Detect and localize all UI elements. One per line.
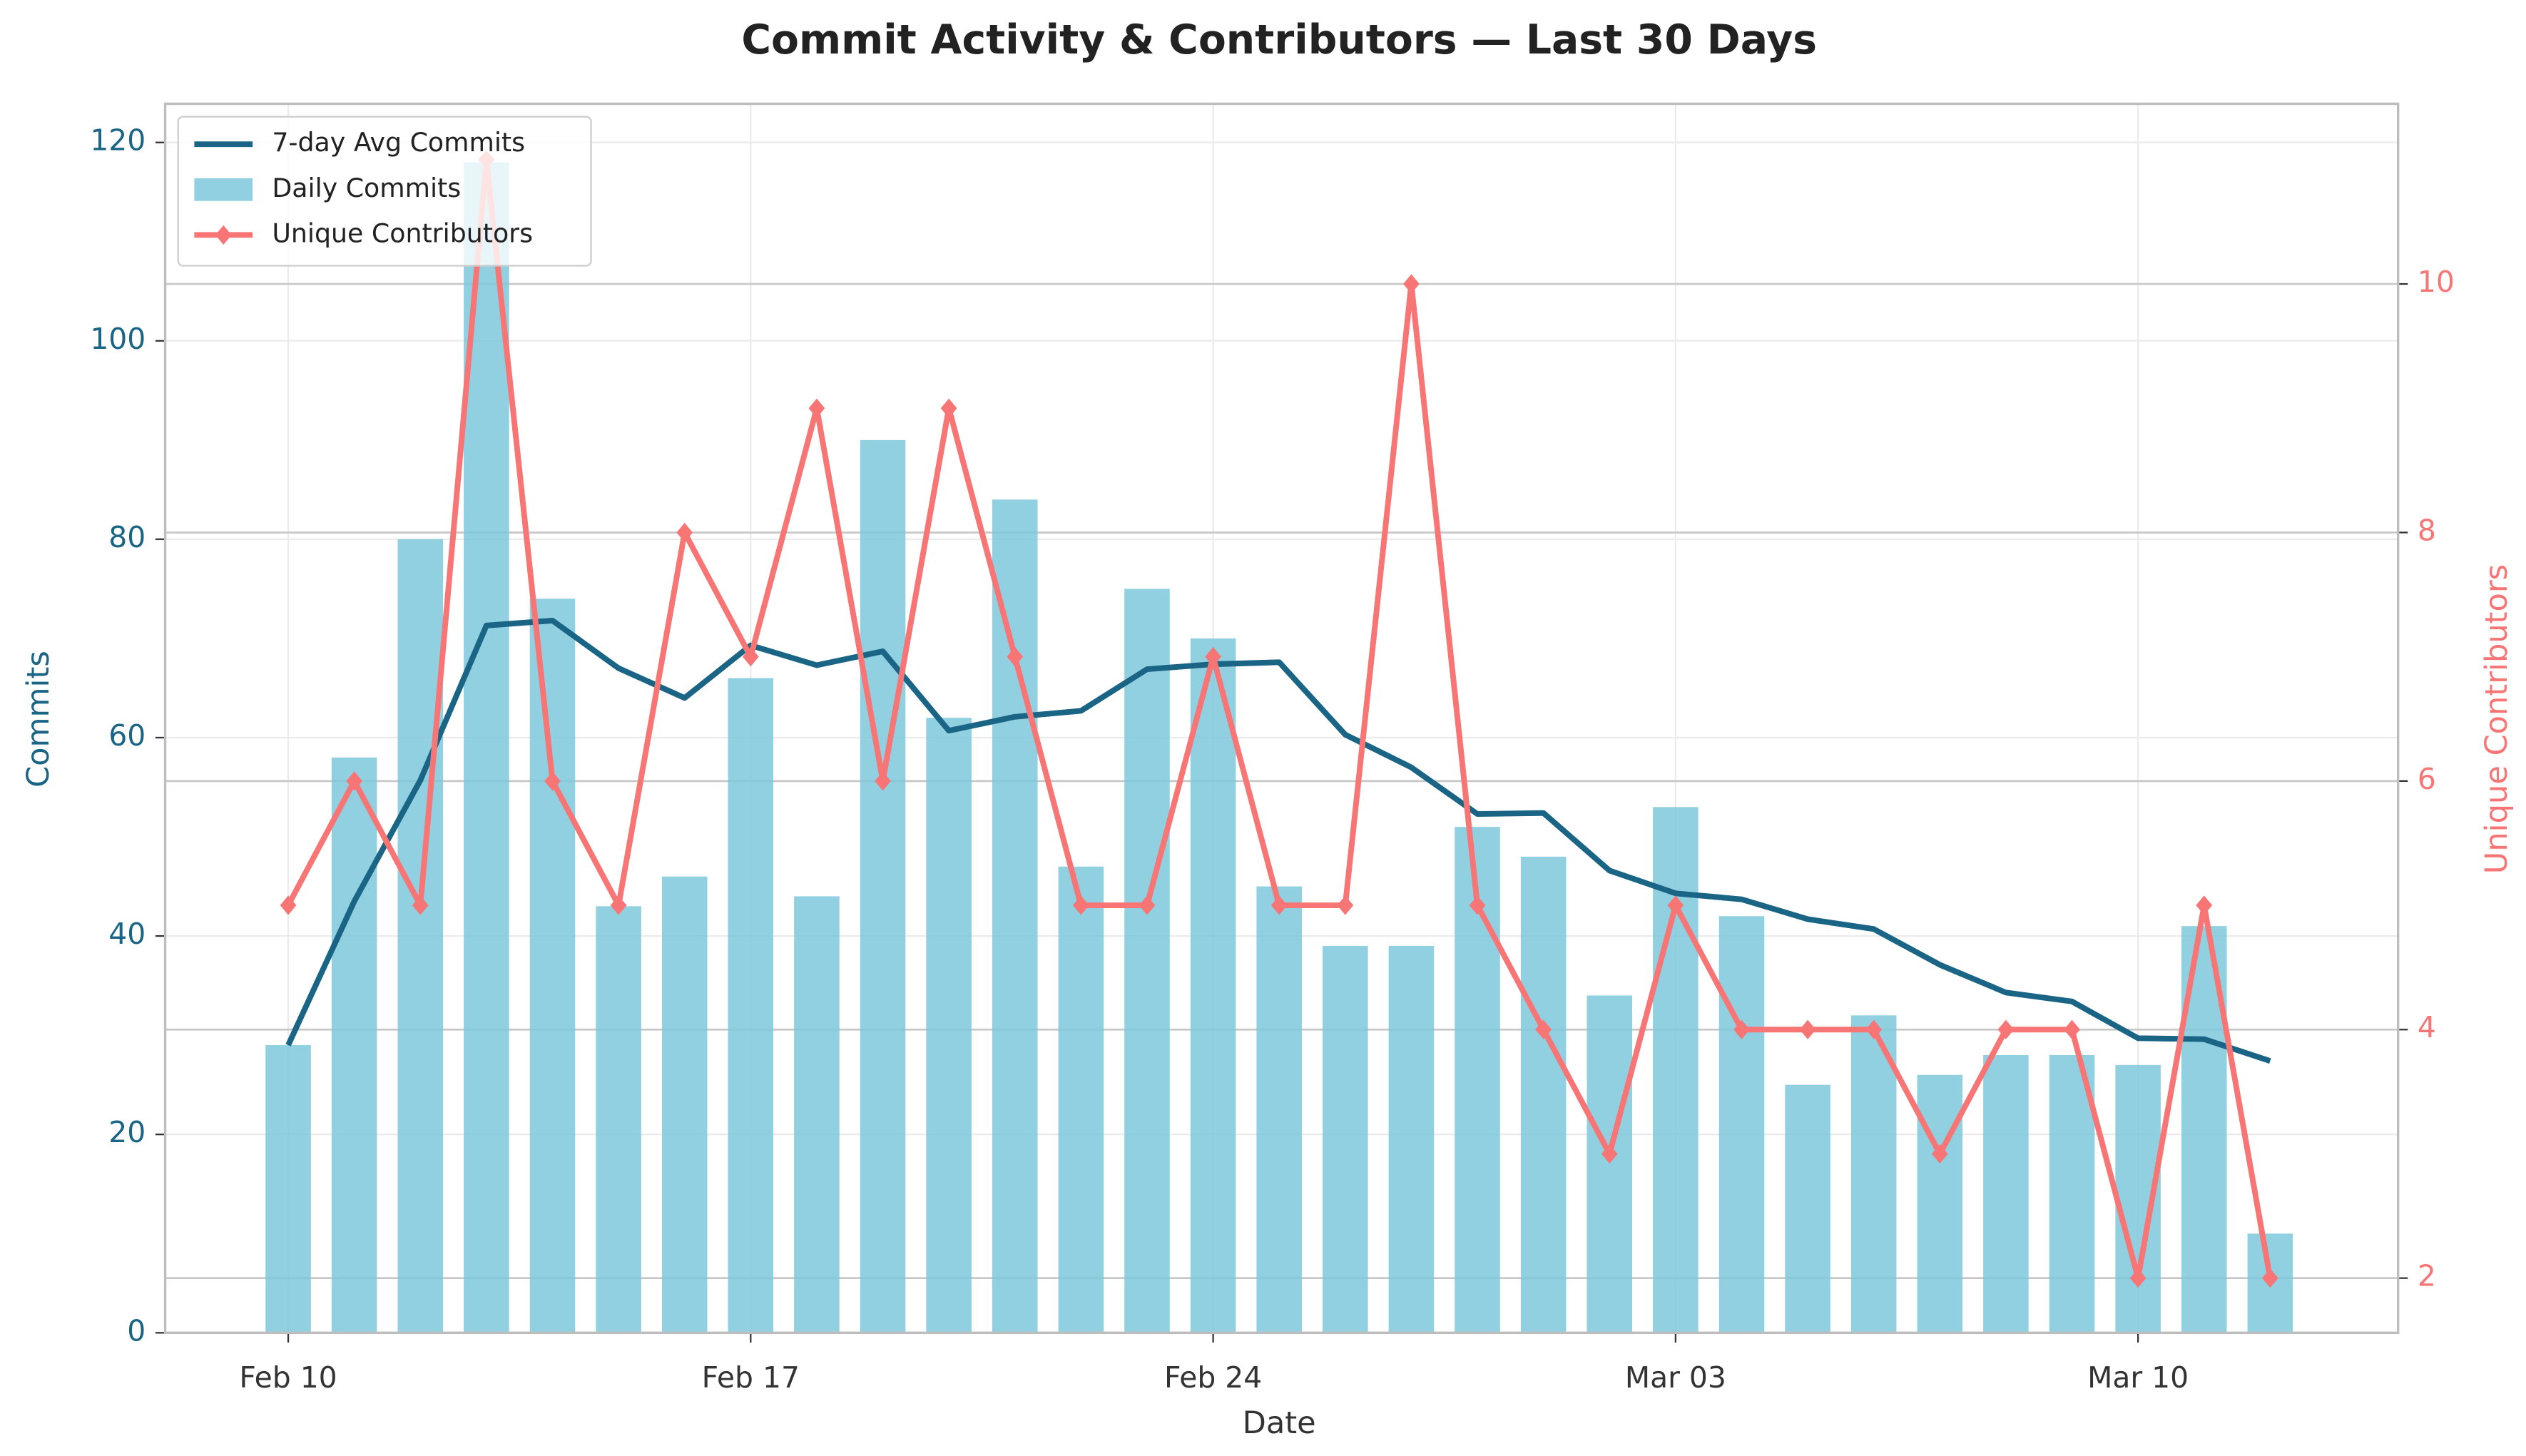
y-tick-label: 120 — [90, 123, 146, 158]
marker — [1469, 895, 1486, 915]
marker — [808, 398, 825, 418]
bar — [1323, 946, 1368, 1333]
bar — [1520, 856, 1567, 1333]
bar — [1256, 886, 1302, 1333]
bar — [1983, 1054, 2029, 1333]
marker — [610, 895, 627, 915]
legend-label: 7-day Avg Commits — [272, 127, 525, 158]
bar — [1917, 1074, 1963, 1333]
bar — [728, 678, 774, 1333]
y-tick-label: 40 — [108, 917, 146, 951]
marker — [1270, 895, 1288, 915]
x-tick-label: Mar 03 — [1625, 1360, 1726, 1395]
bar — [661, 876, 708, 1333]
marker — [1007, 647, 1024, 667]
bar — [992, 499, 1038, 1333]
x-tick-label: Feb 24 — [1164, 1360, 1262, 1395]
y-tick-label: 20 — [108, 1115, 146, 1149]
legend-swatch — [194, 178, 253, 201]
y2-tick-label: 6 — [2418, 762, 2436, 796]
bar — [926, 718, 972, 1333]
legend-label: Unique Contributors — [272, 218, 533, 248]
marker — [1667, 895, 1684, 915]
bar — [529, 599, 576, 1333]
marker — [2196, 895, 2213, 915]
legend-label: Daily Commits — [272, 173, 461, 203]
chart-title: Commit Activity & Contributors — Last 30… — [741, 16, 1817, 63]
marker — [1997, 1019, 2015, 1039]
plot-frame — [163, 102, 2400, 1334]
legend-box — [177, 116, 592, 267]
x-tick-label: Mar 10 — [2087, 1360, 2189, 1395]
bar — [265, 1045, 311, 1333]
bar — [1124, 589, 1170, 1333]
marker — [676, 522, 693, 543]
bar — [596, 906, 641, 1333]
y2-axis-label: Unique Contributors — [2479, 564, 2515, 874]
marker — [742, 647, 759, 667]
y2-tick-label: 2 — [2418, 1259, 2436, 1293]
y-tick-label: 100 — [90, 322, 146, 356]
bar — [1190, 638, 1236, 1333]
bar — [794, 896, 840, 1333]
x-tick-label: Feb 17 — [702, 1360, 800, 1395]
y2-tick-label: 4 — [2418, 1010, 2436, 1044]
marker — [1205, 647, 1221, 667]
y-tick-label: 80 — [108, 520, 146, 554]
y-axis-label: Commits — [21, 651, 56, 788]
bar — [1718, 916, 1765, 1333]
bar — [1785, 1084, 1830, 1333]
y2-tick-label: 8 — [2418, 513, 2436, 547]
marker — [412, 895, 429, 915]
y-tick-label: 60 — [108, 718, 146, 753]
bar — [1388, 946, 1435, 1333]
y-tick-label: 0 — [127, 1313, 146, 1348]
bar — [331, 757, 377, 1333]
bar — [1587, 995, 1633, 1333]
y2-tick-label: 10 — [2418, 265, 2455, 299]
line — [285, 617, 2271, 1064]
marker — [1073, 895, 1089, 915]
marker — [940, 398, 957, 418]
marker — [1139, 895, 1156, 915]
x-tick-label: Feb 10 — [239, 1360, 337, 1395]
marker — [280, 895, 297, 915]
bar — [1850, 1015, 1897, 1333]
bar — [860, 439, 906, 1333]
marker — [1535, 1019, 1552, 1039]
bar — [397, 539, 444, 1333]
bar — [2049, 1054, 2095, 1333]
marker — [1865, 1019, 1883, 1039]
bar — [1058, 866, 1104, 1333]
x-axis-label: Date — [1243, 1405, 1316, 1441]
marker — [1337, 895, 1354, 915]
